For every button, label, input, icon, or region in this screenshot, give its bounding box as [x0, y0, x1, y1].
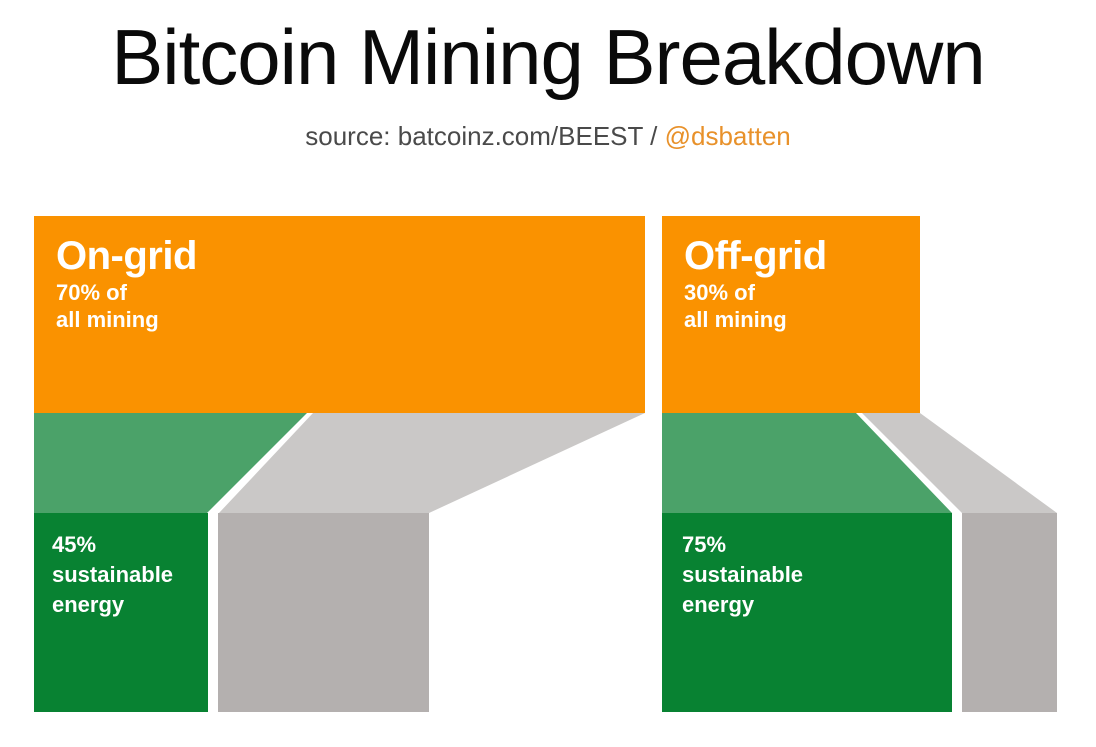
on-grid-nonsustainable-block	[218, 513, 429, 712]
off-grid-title: Off-grid	[684, 234, 827, 278]
on-grid-energy-line2: sustainable	[52, 562, 174, 587]
off-grid-nonsustainable-block	[962, 513, 1057, 712]
on-grid-energy-line3: energy	[52, 592, 125, 617]
source-handle: @dsbatten	[664, 121, 791, 151]
off-grid-energy-line3: energy	[682, 592, 755, 617]
source-text: source: batcoinz.com/BEEST /	[305, 121, 665, 151]
source-line: source: batcoinz.com/BEEST / @dsbatten	[0, 120, 1096, 152]
off-grid-sustainable-flow	[662, 413, 952, 513]
on-grid-share-line1: 70% of	[56, 280, 127, 305]
panel-on-grid	[34, 216, 645, 712]
off-grid-energy-line2: sustainable	[682, 562, 804, 587]
on-grid-energy-label-group: 45% sustainable energy	[52, 530, 173, 620]
off-grid-energy-label-group: 75% sustainable energy	[682, 530, 803, 620]
on-grid-share-block	[34, 216, 645, 413]
header: Bitcoin Mining Breakdown source: batcoin…	[0, 0, 1096, 200]
on-grid-nonsustainable-flow	[219, 413, 645, 513]
off-grid-energy-percent: 75%	[682, 532, 727, 557]
off-grid-label-group: Off-grid 30% of all mining	[684, 233, 827, 333]
on-grid-title: On-grid	[56, 234, 197, 278]
page-title: Bitcoin Mining Breakdown	[111, 13, 985, 101]
on-grid-label-group: On-grid 70% of all mining	[56, 233, 197, 333]
on-grid-share-line2: all mining	[56, 307, 159, 332]
off-grid-nonsustainable-flow	[862, 413, 1057, 513]
on-grid-sustainable-block	[34, 513, 208, 712]
on-grid-sustainable-flow	[34, 413, 307, 513]
on-grid-energy-percent: 45%	[52, 532, 97, 557]
off-grid-share-line1: 30% of	[684, 280, 755, 305]
off-grid-share-block	[662, 216, 920, 413]
off-grid-sustainable-block	[662, 513, 952, 712]
panel-off-grid	[662, 216, 1057, 712]
off-grid-share-line2: all mining	[684, 307, 787, 332]
